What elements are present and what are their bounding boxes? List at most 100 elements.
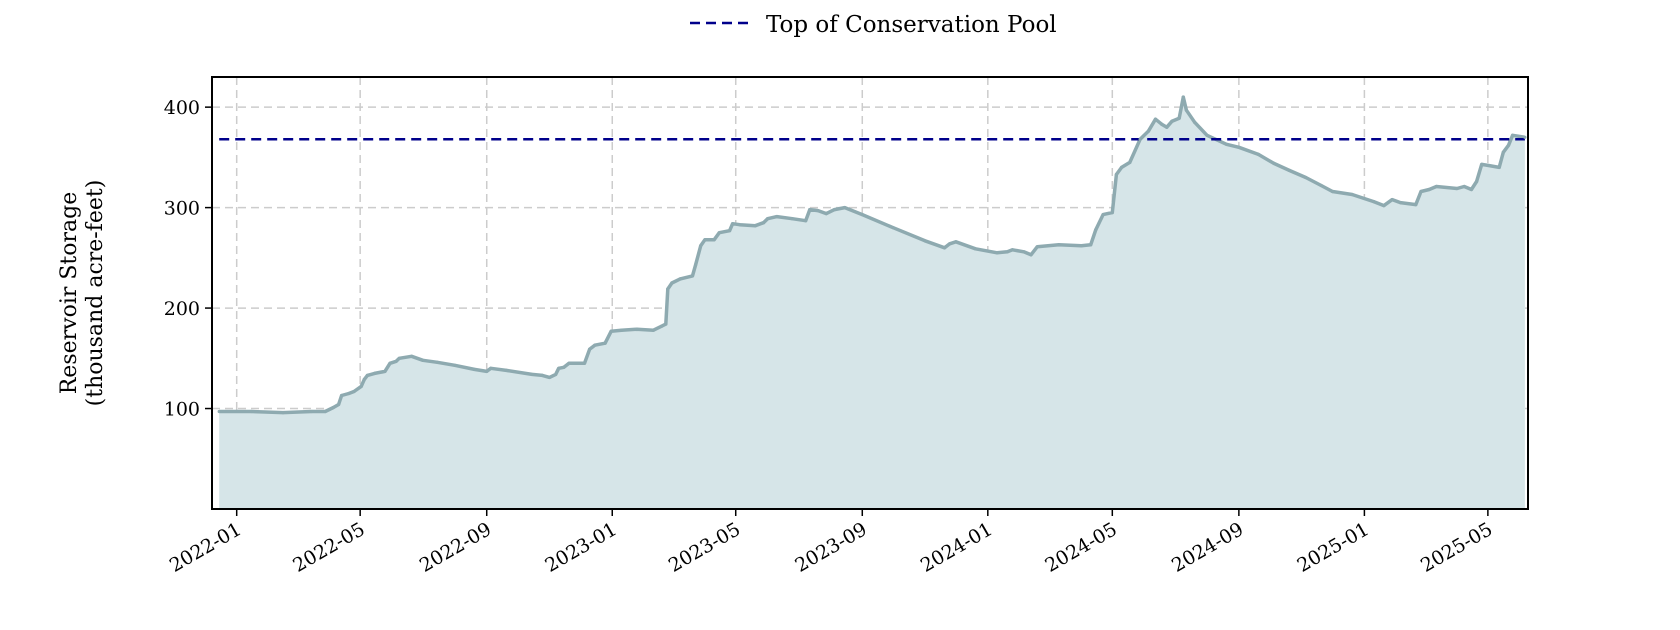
data-point: [1224, 142, 1229, 146]
data-point: [1511, 133, 1515, 137]
data-point: [588, 347, 592, 351]
data-point: [567, 361, 571, 365]
storage-data-points: [217, 95, 1527, 415]
data-point: [728, 229, 732, 233]
storage-series-line: [219, 95, 1526, 415]
data-point: [860, 213, 864, 217]
data-point: [365, 373, 369, 377]
data-point: [340, 393, 344, 398]
data-point: [1094, 228, 1098, 232]
x-tick-label: 2025-01: [1294, 518, 1373, 577]
x-tick-label: 2024-09: [1168, 518, 1247, 577]
data-point: [1079, 244, 1083, 248]
data-point: [923, 239, 927, 243]
data-point: [1138, 137, 1142, 141]
data-point: [664, 322, 668, 326]
data-point: [347, 391, 351, 396]
data-point: [489, 366, 493, 370]
data-point: [790, 217, 794, 221]
data-point: [504, 368, 508, 372]
data-point: [1350, 192, 1354, 197]
data-point: [1184, 108, 1188, 112]
data-point: [1114, 172, 1118, 177]
data-point: [1022, 250, 1026, 254]
data-point: [712, 238, 716, 242]
data-point: [1005, 250, 1010, 254]
data-point: [954, 240, 958, 244]
data-point: [891, 226, 895, 230]
data-point: [1110, 211, 1114, 215]
plot-frame: [211, 76, 1529, 510]
data-point: [635, 327, 639, 331]
data-point: [557, 366, 561, 370]
data-point: [1010, 248, 1015, 252]
data-point: [217, 409, 221, 414]
data-point: [948, 242, 952, 246]
data-point: [703, 238, 707, 242]
data-point: [603, 341, 607, 345]
data-point: [1390, 198, 1394, 202]
data-point: [1181, 95, 1185, 99]
data-point: [678, 277, 682, 281]
data-point: [547, 375, 552, 379]
y-tick-label: 300: [164, 198, 200, 220]
data-point: [485, 369, 489, 373]
data-point: [973, 247, 978, 251]
data-point: [373, 371, 377, 375]
data-point: [1205, 133, 1209, 137]
data-point: [1120, 165, 1124, 169]
data-point: [397, 356, 401, 360]
x-tick-label: 2025-05: [1417, 518, 1496, 577]
data-point: [995, 251, 999, 255]
data-point: [717, 231, 721, 235]
data-point: [775, 215, 779, 219]
data-point: [1414, 203, 1418, 207]
y-tick-label: 400: [164, 97, 200, 119]
data-point: [1170, 119, 1174, 123]
data-point: [1160, 122, 1164, 126]
data-point: [383, 369, 387, 373]
data-point: [1029, 253, 1033, 257]
data-point: [1128, 160, 1132, 164]
data-point: [753, 224, 757, 228]
data-point: [281, 411, 285, 415]
data-point: [1153, 117, 1158, 121]
data-point: [1237, 145, 1241, 149]
data-point: [699, 244, 703, 248]
data-point: [1319, 183, 1323, 188]
data-point: [1419, 189, 1423, 194]
data-point: [1089, 243, 1093, 247]
data-point: [1057, 243, 1061, 247]
data-point: [1475, 179, 1479, 184]
data-point: [670, 281, 674, 285]
data-point: [310, 409, 314, 414]
data-point: [694, 263, 698, 267]
y-axis-title-line-2: (thousand acre-feet): [83, 180, 108, 407]
data-point: [1304, 175, 1308, 180]
x-tick-label: 2024-01: [917, 518, 996, 577]
data-point: [1165, 125, 1169, 129]
data-point: [1287, 168, 1291, 172]
x-tick-label: 2022-01: [166, 518, 245, 577]
data-point: [540, 373, 544, 377]
data-point: [331, 405, 335, 410]
data-point: [1272, 161, 1276, 165]
data-point: [1177, 116, 1181, 120]
data-point: [1035, 245, 1039, 249]
data-point: [1462, 184, 1466, 189]
data-point: [554, 372, 558, 376]
data-point: [530, 372, 534, 376]
data-point: [472, 367, 476, 371]
x-tick-label: 2022-05: [289, 518, 368, 577]
data-point: [1398, 201, 1402, 205]
data-point: [323, 409, 327, 414]
legend-label-conservation-pool: Top of Conservation Pool: [766, 12, 1057, 38]
x-tick-label: 2022-09: [416, 518, 495, 577]
data-point: [562, 365, 566, 369]
data-point: [824, 212, 828, 216]
data-point: [410, 354, 414, 358]
data-point: [388, 361, 392, 365]
data-point: [1486, 163, 1490, 167]
y-tick-label: 200: [164, 298, 200, 320]
data-point: [1146, 129, 1150, 133]
